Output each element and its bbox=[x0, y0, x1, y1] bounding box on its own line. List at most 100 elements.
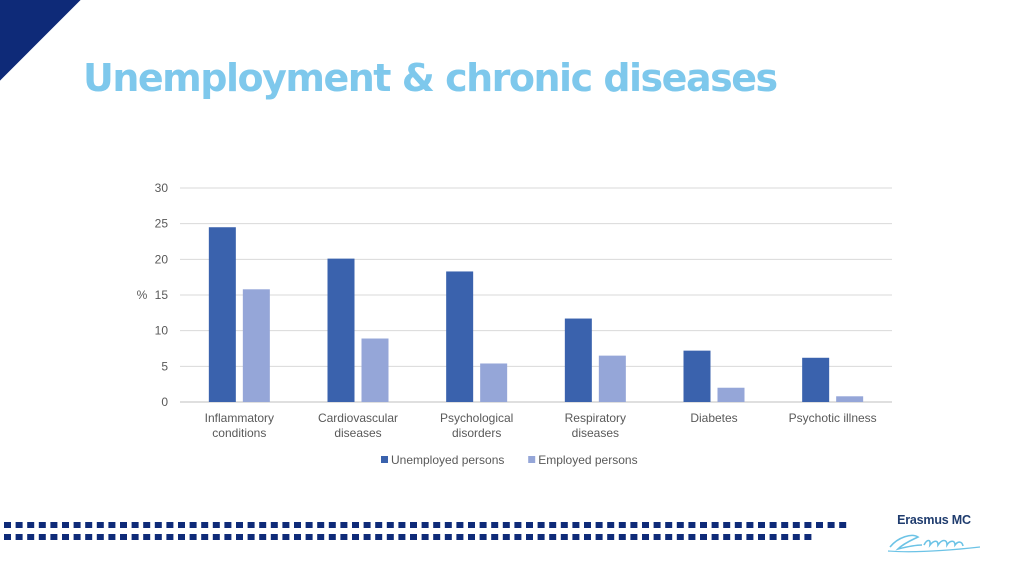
x-tick-label: Cardiovascular bbox=[318, 411, 398, 425]
divider-dot bbox=[746, 534, 754, 540]
divider-dot bbox=[131, 522, 139, 528]
divider-dot bbox=[688, 522, 696, 528]
divider-dot bbox=[143, 534, 151, 540]
divider-dot bbox=[734, 534, 742, 540]
divider-dot bbox=[572, 534, 580, 540]
divider-dot bbox=[62, 534, 69, 540]
divider-dot bbox=[328, 522, 336, 528]
divider-dot bbox=[804, 534, 812, 540]
divider-dot bbox=[62, 522, 69, 528]
divider-dot bbox=[96, 522, 104, 528]
divider-dot bbox=[294, 534, 301, 540]
divider-dot bbox=[468, 534, 475, 540]
divider-dot bbox=[154, 534, 162, 540]
x-tick-label: Psychotic illness bbox=[789, 411, 877, 425]
divider-dot bbox=[595, 534, 603, 540]
divider-dot bbox=[584, 534, 591, 540]
y-tick-label: 0 bbox=[161, 395, 168, 409]
divider-dot bbox=[653, 522, 661, 528]
divider-dot bbox=[769, 522, 777, 528]
divider-dot bbox=[73, 522, 81, 528]
divider-dot bbox=[73, 534, 81, 540]
divider-dot bbox=[421, 522, 429, 528]
divider-dot bbox=[549, 522, 557, 528]
x-tick-label: Psychological bbox=[440, 411, 513, 425]
divider-dot bbox=[15, 534, 23, 540]
x-tick-label: disorders bbox=[452, 426, 501, 440]
divider-dot bbox=[444, 534, 452, 540]
divider-dot bbox=[305, 534, 313, 540]
divider-dot bbox=[723, 522, 731, 528]
divider-dot bbox=[189, 534, 197, 540]
divider-dot bbox=[758, 534, 765, 540]
divider-dot bbox=[723, 534, 731, 540]
bar-employed bbox=[836, 396, 864, 402]
divider-dot bbox=[4, 534, 11, 540]
divider-dot bbox=[769, 534, 777, 540]
divider-dot bbox=[120, 522, 127, 528]
divider-dot bbox=[781, 522, 789, 528]
divider-dot bbox=[479, 522, 487, 528]
divider-dot bbox=[108, 522, 116, 528]
bar-employed bbox=[361, 338, 389, 402]
bar-employed bbox=[717, 387, 745, 402]
divider-dot bbox=[665, 522, 673, 528]
divider-dot bbox=[816, 522, 823, 528]
divider-dot bbox=[618, 522, 626, 528]
divider-dot bbox=[746, 522, 754, 528]
x-tick-label: diseases bbox=[334, 426, 381, 440]
divider-dot bbox=[131, 534, 139, 540]
divider-dot bbox=[433, 522, 441, 528]
corner-triangle bbox=[0, 0, 83, 83]
divider-dot bbox=[618, 534, 626, 540]
divider-dot bbox=[444, 522, 452, 528]
bar-unemployed bbox=[683, 350, 711, 402]
divider-dot bbox=[595, 522, 603, 528]
divider-dot bbox=[665, 534, 673, 540]
divider-dot bbox=[479, 534, 487, 540]
divider-dot bbox=[317, 522, 325, 528]
divider-dot bbox=[607, 534, 615, 540]
divider-dot bbox=[143, 522, 151, 528]
divider-dot bbox=[514, 534, 522, 540]
divider-dot bbox=[85, 522, 93, 528]
divider-dot bbox=[282, 534, 290, 540]
bar-unemployed bbox=[446, 271, 474, 402]
y-tick-label: 20 bbox=[155, 252, 169, 266]
divider-dot bbox=[50, 522, 58, 528]
y-axis-label: % bbox=[137, 288, 148, 302]
divider-dot bbox=[537, 522, 545, 528]
divider-dot bbox=[236, 534, 243, 540]
y-tick-label: 15 bbox=[155, 288, 169, 302]
divider-dot bbox=[456, 534, 464, 540]
divider-dot bbox=[166, 522, 174, 528]
divider-dot bbox=[154, 522, 162, 528]
divider-dot bbox=[827, 522, 835, 528]
divider-dot bbox=[653, 534, 661, 540]
divider-dot bbox=[630, 534, 638, 540]
divider-dot bbox=[526, 534, 533, 540]
divider-dot bbox=[514, 522, 522, 528]
divider-dot bbox=[201, 522, 209, 528]
slide-title: Unemployment & chronic diseases bbox=[83, 56, 778, 100]
divider-dot bbox=[700, 534, 707, 540]
divider-dot bbox=[491, 522, 499, 528]
divider-dot bbox=[421, 534, 429, 540]
divider-dot bbox=[375, 522, 383, 528]
divider-dot bbox=[108, 534, 116, 540]
divider-dot bbox=[792, 534, 800, 540]
divider-dot bbox=[120, 534, 127, 540]
divider-dot bbox=[711, 534, 719, 540]
divider-dot bbox=[363, 522, 371, 528]
divider-dot bbox=[363, 534, 371, 540]
divider-dot bbox=[305, 522, 313, 528]
divider-dot bbox=[549, 534, 557, 540]
divider-dot bbox=[201, 534, 209, 540]
bar-unemployed bbox=[802, 357, 830, 402]
divider-dot bbox=[410, 522, 417, 528]
logo-text: Erasmus MC bbox=[897, 513, 971, 527]
legend-swatch bbox=[381, 456, 388, 463]
divider-dot bbox=[270, 534, 278, 540]
divider-dot bbox=[294, 522, 301, 528]
